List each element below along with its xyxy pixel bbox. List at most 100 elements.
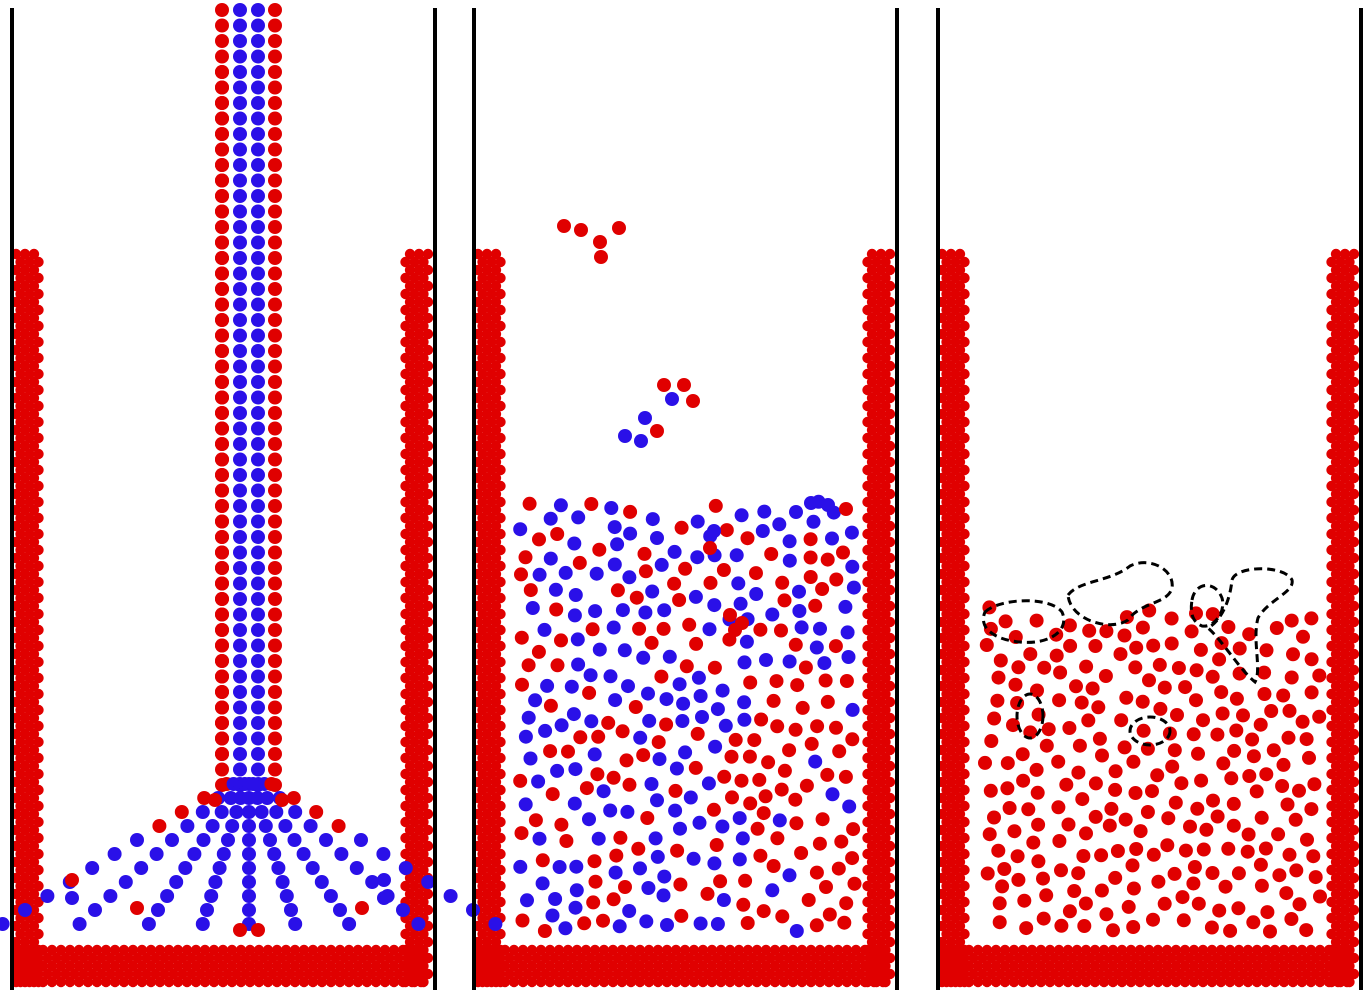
particle xyxy=(268,174,282,188)
particle xyxy=(1135,977,1145,987)
particle xyxy=(1150,768,1164,782)
particle xyxy=(620,753,634,767)
particle xyxy=(1212,652,1226,666)
particle xyxy=(1129,786,1143,800)
particle xyxy=(994,654,1008,668)
particle xyxy=(723,608,737,622)
particle xyxy=(641,881,655,895)
particle xyxy=(251,422,265,436)
particle xyxy=(1255,811,1269,825)
particle xyxy=(549,583,563,597)
particle xyxy=(711,702,725,716)
particle xyxy=(251,251,265,265)
particle xyxy=(1267,743,1281,757)
particle xyxy=(1062,818,1076,832)
particle xyxy=(1122,900,1136,914)
particle xyxy=(1179,844,1193,858)
particle xyxy=(1104,802,1118,816)
particle xyxy=(695,710,709,724)
particle xyxy=(1233,642,1247,656)
particle xyxy=(1063,977,1073,987)
particle xyxy=(251,143,265,157)
particle xyxy=(73,917,87,931)
particle xyxy=(233,468,247,482)
particle xyxy=(790,678,804,692)
particle xyxy=(1176,890,1190,904)
particle xyxy=(1300,833,1314,847)
particle xyxy=(845,560,859,574)
particle xyxy=(639,914,653,928)
particle xyxy=(215,174,229,188)
particle xyxy=(764,547,778,561)
particle xyxy=(268,344,282,358)
particle xyxy=(1257,666,1271,680)
particle xyxy=(821,498,835,512)
particle xyxy=(532,532,546,546)
particle xyxy=(1185,624,1199,638)
particle xyxy=(555,718,569,732)
particle xyxy=(553,860,567,874)
particle xyxy=(536,876,550,890)
particle xyxy=(215,716,229,730)
particle xyxy=(101,977,111,987)
particle xyxy=(669,784,683,798)
particle xyxy=(523,497,537,511)
particle xyxy=(701,887,715,901)
particle xyxy=(588,604,602,618)
page: (() => { const svg = document.getElement… xyxy=(0,0,1364,993)
particle xyxy=(268,484,282,498)
particle xyxy=(613,831,627,845)
particle xyxy=(677,378,691,392)
particle xyxy=(717,893,731,907)
particle xyxy=(151,903,165,917)
particle xyxy=(756,524,770,538)
particle xyxy=(200,977,210,987)
particle xyxy=(500,977,510,987)
particle xyxy=(233,251,247,265)
particle xyxy=(1192,897,1206,911)
particle xyxy=(268,50,282,64)
particle xyxy=(990,694,1004,708)
particle xyxy=(1223,924,1237,938)
particle xyxy=(233,391,247,405)
particle xyxy=(196,917,210,931)
particle xyxy=(1051,800,1065,814)
particle xyxy=(773,813,787,827)
particle xyxy=(1050,649,1064,663)
particle xyxy=(251,158,265,172)
particle xyxy=(668,545,682,559)
particle xyxy=(1119,691,1133,705)
particle xyxy=(1246,915,1260,929)
particle xyxy=(707,977,717,987)
particle xyxy=(1144,977,1154,987)
particle xyxy=(1158,897,1172,911)
particle xyxy=(1190,663,1204,677)
particle xyxy=(607,621,621,635)
particle xyxy=(1205,921,1219,935)
particle xyxy=(1324,977,1334,987)
particle xyxy=(558,921,572,935)
particle xyxy=(728,623,742,637)
particle xyxy=(1023,647,1037,661)
particle xyxy=(251,267,265,281)
particle xyxy=(779,977,789,987)
particle xyxy=(215,360,229,374)
particle xyxy=(638,411,652,425)
particle xyxy=(1221,620,1235,634)
particle xyxy=(215,391,229,405)
particle xyxy=(757,505,771,519)
particle xyxy=(707,524,721,538)
particle xyxy=(644,977,654,987)
particle xyxy=(621,679,635,693)
particle xyxy=(634,434,648,448)
particle xyxy=(1279,977,1289,987)
particle xyxy=(215,437,229,451)
particle xyxy=(804,496,818,510)
particle xyxy=(741,531,755,545)
particle xyxy=(1258,687,1272,701)
particle xyxy=(1153,658,1167,672)
particle xyxy=(622,904,636,918)
particle xyxy=(236,977,246,987)
particle xyxy=(119,977,129,987)
particle xyxy=(616,724,630,738)
